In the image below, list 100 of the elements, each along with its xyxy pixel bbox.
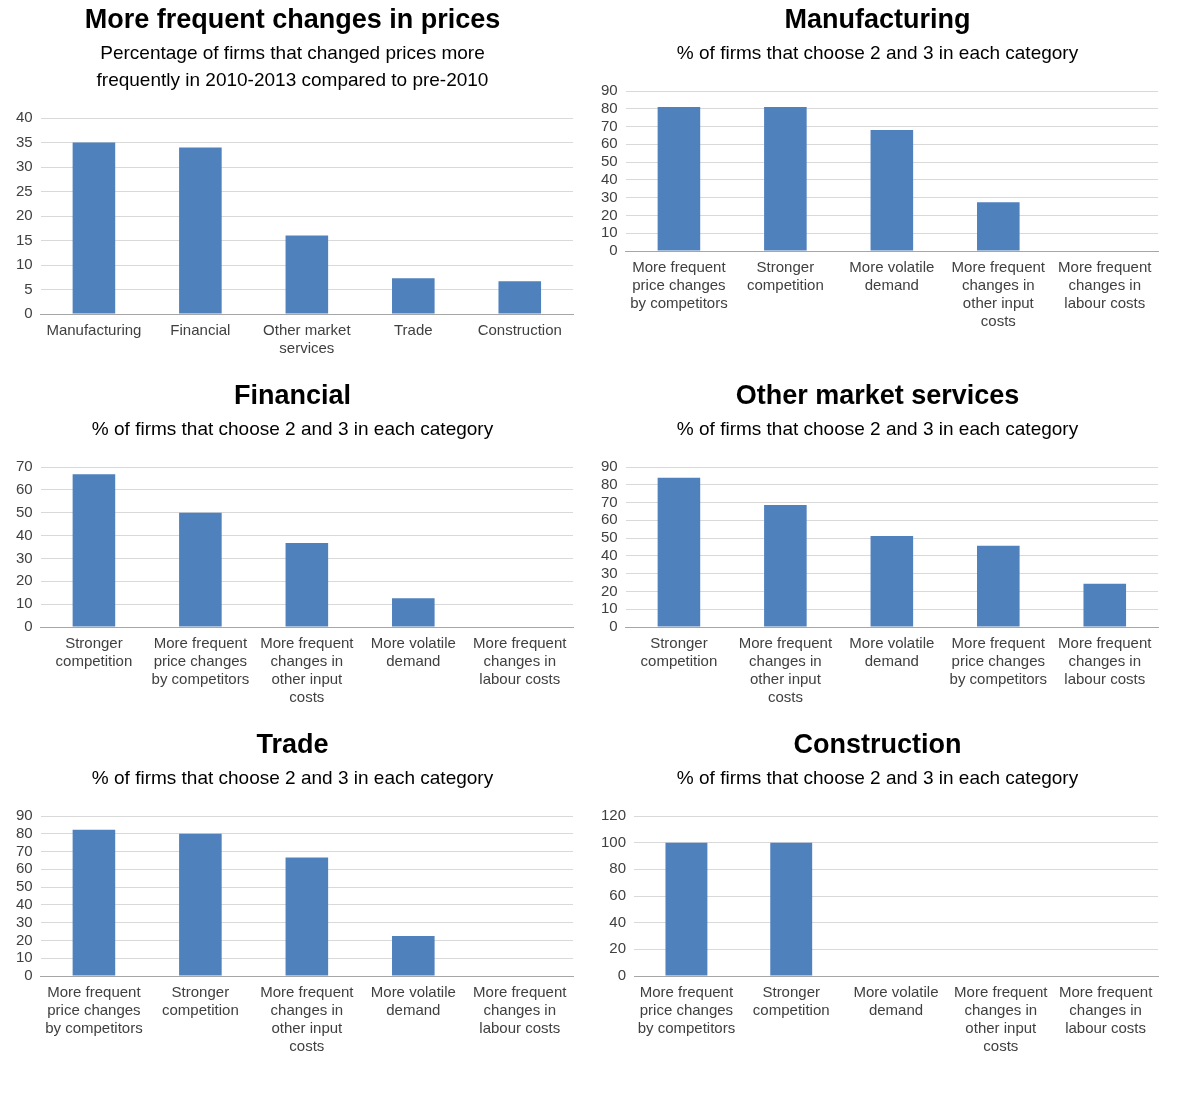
y-tick-label: 60 (601, 510, 618, 528)
y-tick-label: 10 (16, 948, 33, 966)
y-tick-label: 80 (601, 98, 618, 116)
bar (764, 505, 807, 627)
bar (72, 142, 116, 314)
chart-subtitle: Percentage of firms that changed prices more frequently in 2010-2013 compared to pre-2010 (95, 41, 490, 92)
y-tick-label: 0 (24, 966, 33, 984)
bar (870, 130, 914, 251)
x-tick-label: More frequent changes in other input costs (260, 983, 355, 1055)
y-tick-label: 40 (16, 525, 33, 543)
chart-title: Trade (255, 729, 330, 760)
y-tick-label: 60 (16, 859, 33, 877)
y-tick-label: 80 (16, 823, 33, 841)
x-tick-label: More volatile demand (370, 634, 456, 670)
y-tick-label: 70 (601, 116, 618, 134)
y-tick-label: 20 (609, 939, 627, 957)
y-tick-label: 80 (609, 859, 627, 877)
x-tick-label: More frequent changes in labour costs (473, 634, 568, 688)
y-tick-label: 80 (601, 474, 618, 492)
x-tick-label: Construction (477, 321, 562, 339)
bar (72, 829, 116, 976)
y-tick-label: 40 (16, 108, 33, 126)
y-tick-label: 90 (16, 806, 33, 824)
y-tick-label: 120 (601, 806, 627, 824)
bar (764, 107, 807, 251)
bar (392, 936, 435, 976)
y-tick-label: 40 (601, 170, 618, 188)
y-tick-label: 30 (601, 563, 618, 581)
y-tick-label: 40 (16, 895, 33, 913)
bar (179, 512, 222, 627)
x-tick-label: More frequent changes in labour costs (1058, 634, 1153, 688)
x-tick-label: Stronger competition (747, 258, 824, 294)
y-tick-label: 15 (16, 230, 33, 248)
chart-title: Construction (792, 729, 963, 760)
y-tick-label: 60 (16, 480, 33, 497)
y-tick-label: 10 (601, 223, 618, 241)
y-tick-label: 10 (16, 255, 33, 273)
x-tick-label: More frequent changes in other input costs (951, 258, 1046, 330)
y-tick-label: 30 (16, 157, 33, 175)
bar (179, 147, 222, 314)
bar (285, 543, 329, 627)
y-tick-label: 60 (601, 134, 618, 152)
chart-title: More frequent changes in prices (83, 4, 502, 35)
y-tick-label: 90 (601, 81, 618, 99)
x-tick-label: More volatile demand (853, 983, 939, 1019)
y-tick-label: 50 (601, 152, 618, 170)
bar (977, 202, 1020, 251)
y-tick-label: 0 (24, 617, 33, 635)
x-tick-label: Financial (170, 321, 231, 339)
y-tick-label: 30 (16, 912, 33, 930)
y-tick-label: 0 (24, 304, 33, 322)
bar (498, 281, 542, 314)
x-tick-label: Stronger competition (640, 634, 718, 670)
y-tick-label: 0 (609, 617, 618, 635)
y-tick-label: 100 (601, 832, 627, 850)
chart-title: Financial (233, 380, 352, 411)
x-tick-label: More frequent price changes by competitors (630, 258, 728, 312)
x-tick-label: Other market services (263, 321, 352, 357)
chart-subtitle: % of firms that choose 2 and 3 in each category (675, 41, 1080, 65)
y-tick-label: 30 (16, 548, 33, 566)
chart-title: Other market services (734, 380, 1021, 411)
x-tick-label: More volatile demand (849, 634, 935, 670)
y-tick-label: 0 (609, 241, 618, 259)
y-tick-label: 10 (16, 594, 33, 612)
y-tick-label: 40 (601, 546, 618, 564)
y-tick-label: 35 (16, 132, 33, 150)
x-tick-label: Trade (393, 321, 433, 339)
bar (657, 477, 701, 627)
y-tick-label: 0 (617, 966, 627, 984)
y-tick-label: 10 (601, 599, 618, 617)
y-tick-label: 30 (601, 187, 618, 205)
x-tick-label: More frequent changes in labour costs (473, 983, 568, 1037)
x-tick-label: More frequent price changes by competitors (45, 983, 143, 1037)
bar (285, 857, 329, 976)
y-tick-label: 60 (609, 886, 627, 904)
x-tick-label: Stronger competition (55, 634, 133, 670)
bar (1083, 583, 1127, 627)
x-tick-label: Manufacturing (46, 321, 142, 339)
y-tick-label: 90 (601, 457, 618, 475)
x-tick-label: More frequent price changes by competitors (151, 634, 250, 688)
x-tick-label: More frequent changes in labour costs (1058, 983, 1154, 1037)
chart-subtitle: % of firms that choose 2 and 3 in each category (675, 417, 1080, 441)
y-tick-label: 50 (16, 502, 33, 520)
x-tick-label: More frequent price changes by competitors (949, 634, 1048, 688)
y-tick-label: 25 (16, 181, 33, 199)
y-tick-label: 20 (601, 581, 618, 599)
chart-subtitle: % of firms that choose 2 and 3 in each category (675, 766, 1080, 790)
bar (285, 235, 329, 314)
x-tick-label: More volatile demand (370, 983, 456, 1019)
bar (392, 278, 435, 314)
y-tick-label: 70 (16, 841, 33, 859)
y-tick-label: 5 (24, 279, 33, 297)
y-tick-label: 70 (16, 457, 33, 475)
y-tick-label: 20 (16, 930, 33, 948)
bar (870, 535, 914, 627)
y-tick-label: 20 (601, 205, 618, 223)
x-tick-label: Stronger competition (162, 983, 239, 1019)
y-tick-label: 20 (16, 571, 33, 589)
chart-subtitle: % of firms that choose 2 and 3 in each category (90, 417, 495, 441)
bar (392, 598, 435, 627)
